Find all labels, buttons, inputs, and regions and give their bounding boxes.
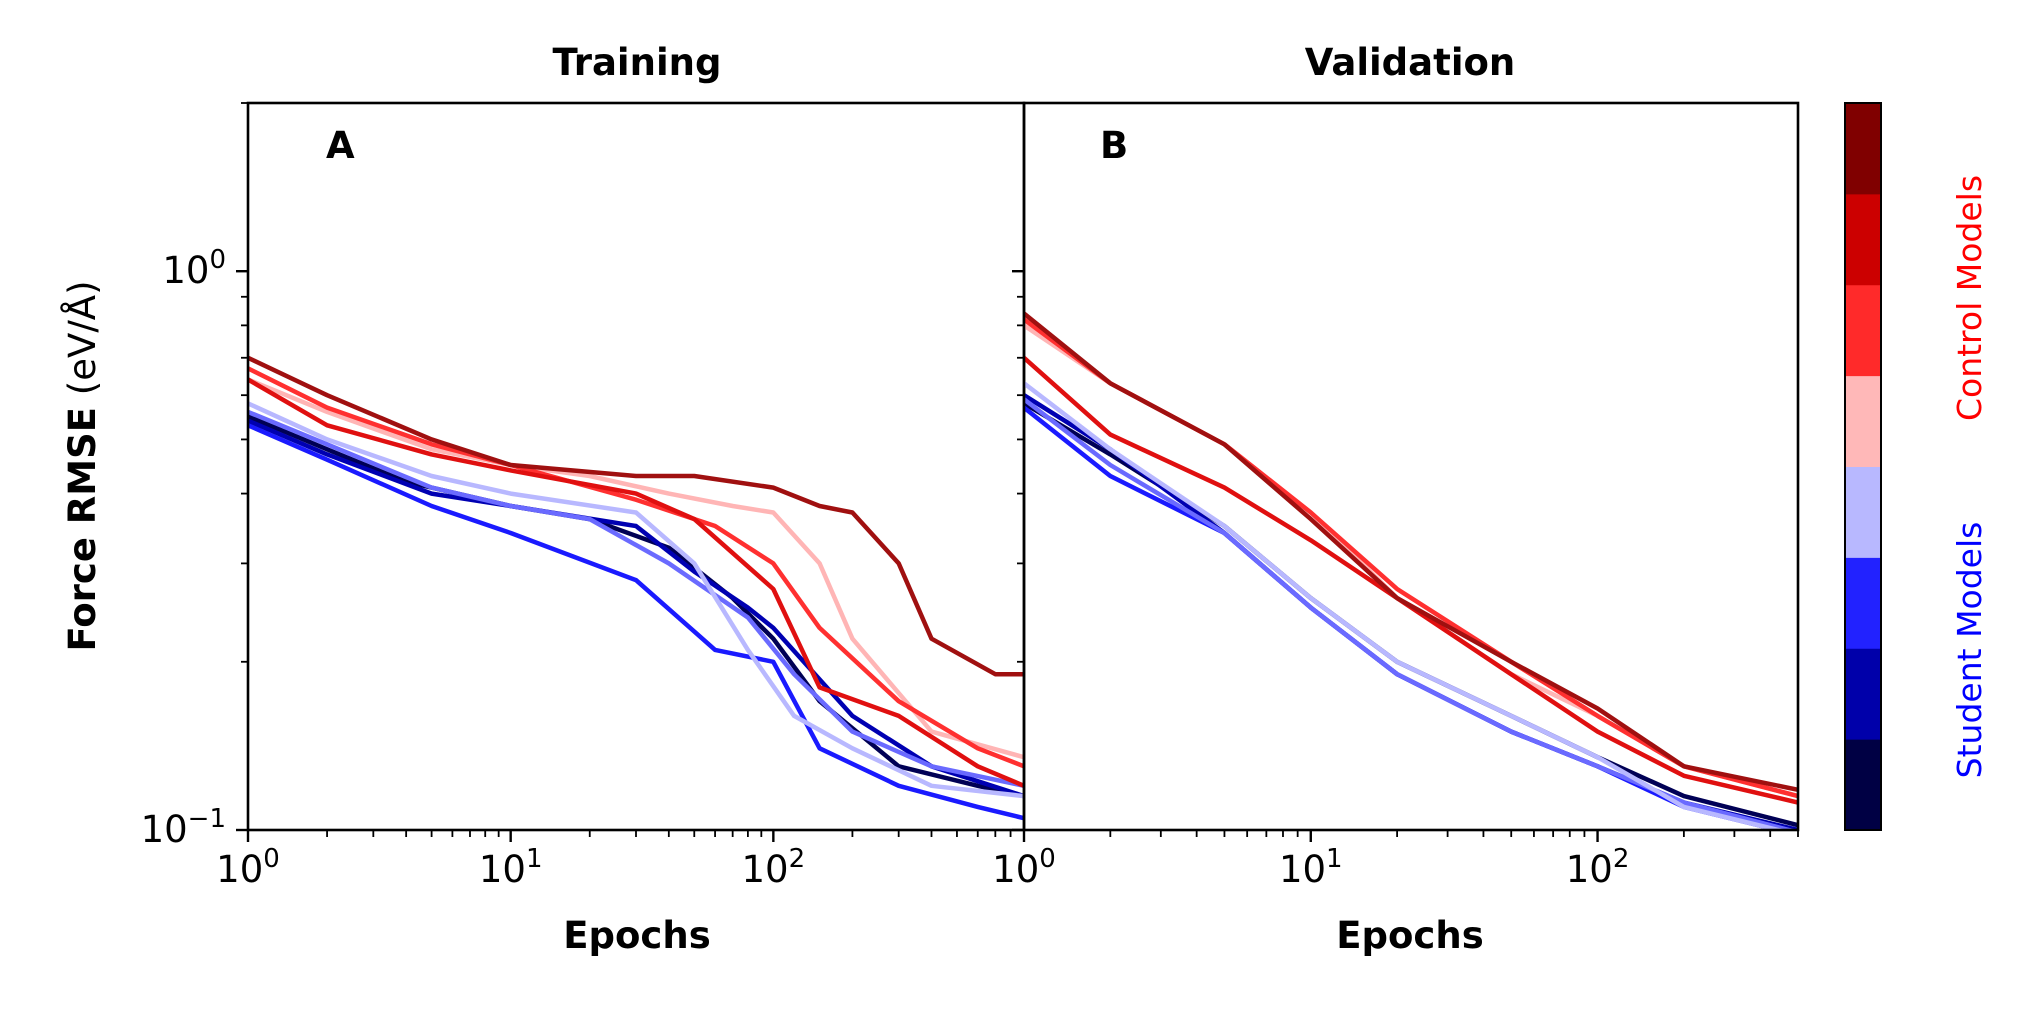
series-line [248,355,1024,677]
colorbar-cell [1845,739,1881,831]
colorbar-cell [1845,375,1881,467]
colorbar: Student Models Control Models [1844,102,1989,831]
series-line [1024,355,1798,805]
colorbar-label-student: Student Models [1950,522,1989,779]
series-line [1024,381,1788,830]
x-tick-label: 100 [216,844,280,891]
series-line [1024,311,1798,793]
series-line [248,423,1024,821]
x-tick-label: 101 [1279,844,1343,891]
x-tick-label: 102 [742,844,806,891]
panel-validation: Validation B 100 101 102 Epochs [992,41,1800,957]
series-line [248,366,1024,769]
panel-b-title: Validation [1305,41,1516,84]
panel-b-xlabel: Epochs [1336,914,1483,957]
colorbar-cell [1845,193,1881,286]
y-axis-label-unit: (eV/Å) [60,280,104,395]
series-line [1024,317,1798,799]
x-tick-label: 102 [1566,844,1630,891]
panel-a-series [248,355,1024,821]
panel-b-ticks: 100 101 102 [992,102,1799,891]
colorbar-cells [1845,103,1881,831]
panel-a-xlabel: Epochs [563,914,710,957]
series-line [248,377,1024,789]
colorbar-cell [1845,557,1881,649]
series-line [248,418,1024,799]
colorbar-label-control: Control Models [1950,175,1989,421]
panel-b-frame [1022,101,1800,832]
series-line [248,377,1024,760]
series-line [248,409,1024,789]
colorbar-cell [1845,648,1881,740]
panel-b-series [1024,311,1798,830]
panel-b-label: B [1100,124,1128,167]
x-tick-label: 100 [992,844,1056,891]
series-line [1024,323,1798,799]
x-tick-label: 101 [479,844,543,891]
series-line [248,401,1024,799]
colorbar-cell [1845,284,1881,377]
colorbar-cell [1845,103,1881,195]
y-axis-label-main: Force RMSE [61,407,104,652]
colorbar-frame [1844,102,1882,831]
panel-a-label: A [326,124,355,167]
y-tick-label: 100 [162,245,226,292]
panel-a-title: Training [553,41,722,84]
colorbar-cell [1845,466,1881,558]
y-axis-label: Force RMSE (eV/Å) [60,280,104,651]
series-line [248,414,1024,799]
y-tick-label: 10−1 [141,804,226,851]
